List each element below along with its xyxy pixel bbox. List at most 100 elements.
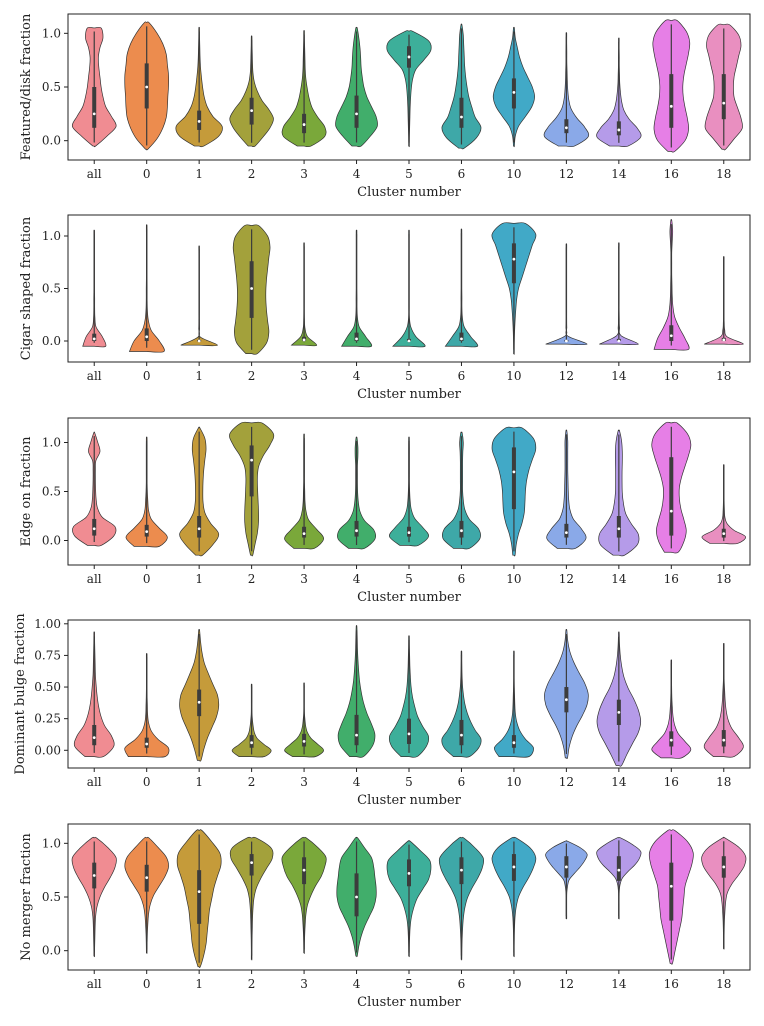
median-dot-16 bbox=[669, 509, 673, 513]
median-dot-2 bbox=[250, 458, 254, 462]
median-dot-all bbox=[92, 736, 96, 740]
x-tick-label: 10 bbox=[506, 369, 521, 383]
iqr-box-5 bbox=[407, 718, 411, 744]
y-tick-label: 0.0 bbox=[42, 534, 61, 548]
median-dot-16 bbox=[669, 334, 673, 338]
median-dot-3 bbox=[302, 338, 306, 342]
x-tick-label: 5 bbox=[405, 369, 413, 383]
iqr-box-10 bbox=[511, 447, 516, 510]
x-tick-label: 12 bbox=[559, 167, 574, 181]
median-dot-6 bbox=[460, 733, 463, 737]
median-dot-all bbox=[92, 527, 96, 531]
median-dot-16 bbox=[669, 884, 673, 888]
x-tick-label: all bbox=[87, 369, 102, 383]
x-tick-label: all bbox=[87, 572, 102, 586]
x-tick-label: 6 bbox=[458, 775, 466, 789]
x-tick-label: 3 bbox=[300, 977, 308, 991]
median-dot-2 bbox=[250, 861, 254, 865]
median-dot-16 bbox=[669, 104, 673, 108]
median-dot-1 bbox=[197, 339, 201, 343]
x-tick-label: 4 bbox=[353, 775, 361, 789]
iqr-box-all bbox=[92, 518, 97, 536]
iqr-box-16 bbox=[669, 325, 674, 341]
median-dot-6 bbox=[460, 868, 463, 872]
x-tick-label: 10 bbox=[506, 775, 521, 789]
x-tick-label: 18 bbox=[716, 775, 731, 789]
median-dot-18 bbox=[722, 338, 726, 342]
y-tick-label: 1.00 bbox=[34, 617, 61, 631]
iqr-box-6 bbox=[459, 332, 464, 341]
median-dot-4 bbox=[355, 895, 358, 899]
y-axis-label: No merger fraction bbox=[19, 833, 34, 961]
iqr-box-2 bbox=[249, 445, 254, 497]
iqr-box-4 bbox=[354, 520, 359, 537]
y-tick-label: 0.5 bbox=[42, 80, 61, 94]
x-tick-label: 0 bbox=[143, 572, 151, 586]
y-tick-label: 0.5 bbox=[42, 890, 61, 904]
x-tick-label: 1 bbox=[195, 369, 203, 383]
median-dot-5 bbox=[407, 339, 411, 343]
x-tick-label: 16 bbox=[664, 369, 679, 383]
x-tick-label: all bbox=[87, 977, 102, 991]
iqr-box-16 bbox=[669, 74, 674, 128]
median-dot-10 bbox=[512, 470, 516, 474]
median-dot-5 bbox=[407, 871, 411, 875]
x-tick-label: 18 bbox=[716, 369, 731, 383]
iqr-box-14 bbox=[616, 121, 621, 136]
median-dot-12 bbox=[564, 698, 568, 702]
x-tick-label: 16 bbox=[664, 775, 679, 789]
x-tick-label: 16 bbox=[664, 977, 679, 991]
x-tick-label: 10 bbox=[506, 572, 521, 586]
median-dot-4 bbox=[355, 529, 358, 533]
median-dot-all bbox=[92, 337, 96, 341]
median-dot-18 bbox=[722, 532, 726, 536]
x-tick-label: 2 bbox=[248, 572, 256, 586]
median-dot-18 bbox=[722, 865, 726, 869]
iqr-box-10 bbox=[511, 243, 516, 284]
median-dot-6 bbox=[460, 337, 463, 341]
y-tick-label: 0.25 bbox=[34, 712, 61, 726]
iqr-box-16 bbox=[669, 457, 674, 536]
y-axis-label: Dominant bulge fraction bbox=[13, 613, 28, 775]
x-tick-label: 2 bbox=[248, 775, 256, 789]
median-dot-2 bbox=[250, 287, 254, 290]
x-tick-label: 4 bbox=[353, 977, 361, 991]
x-tick-label: 0 bbox=[143, 369, 151, 383]
y-tick-label: 0.0 bbox=[42, 134, 61, 148]
x-tick-label: 14 bbox=[611, 977, 627, 991]
x-tick-label: 6 bbox=[458, 369, 466, 383]
x-tick-label: 1 bbox=[195, 572, 203, 586]
x-tick-label: 14 bbox=[611, 167, 627, 181]
median-dot-0 bbox=[145, 85, 149, 89]
y-tick-label: 1.0 bbox=[42, 26, 61, 40]
x-tick-label: 5 bbox=[405, 167, 413, 181]
x-tick-label: 3 bbox=[300, 167, 308, 181]
x-tick-label: 4 bbox=[353, 167, 361, 181]
y-tick-label: 0.5 bbox=[42, 485, 61, 499]
x-tick-label: 12 bbox=[559, 369, 574, 383]
y-tick-label: 1.0 bbox=[42, 229, 61, 243]
x-axis-label: Cluster number bbox=[357, 387, 462, 402]
x-tick-label: 1 bbox=[195, 775, 203, 789]
iqr-box-1 bbox=[197, 870, 202, 924]
y-axis-label: Featured/disk fraction bbox=[19, 13, 34, 160]
x-tick-label: 1 bbox=[195, 977, 203, 991]
iqr-box-all bbox=[92, 333, 97, 341]
median-dot-0 bbox=[145, 335, 149, 339]
median-dot-14 bbox=[617, 710, 621, 714]
x-tick-label: 1 bbox=[195, 167, 203, 181]
x-tick-label: 16 bbox=[664, 167, 679, 181]
median-dot-0 bbox=[145, 876, 149, 880]
median-dot-18 bbox=[722, 101, 726, 105]
iqr-box-6 bbox=[459, 520, 464, 538]
x-tick-label: 14 bbox=[611, 775, 627, 789]
y-tick-label: 0.5 bbox=[42, 282, 61, 296]
median-dot-1 bbox=[197, 890, 201, 894]
iqr-box-14 bbox=[616, 516, 621, 538]
x-tick-label: 0 bbox=[143, 775, 151, 789]
median-dot-14 bbox=[617, 868, 621, 872]
iqr-box-3 bbox=[302, 526, 307, 538]
iqr-box-1 bbox=[197, 516, 202, 538]
